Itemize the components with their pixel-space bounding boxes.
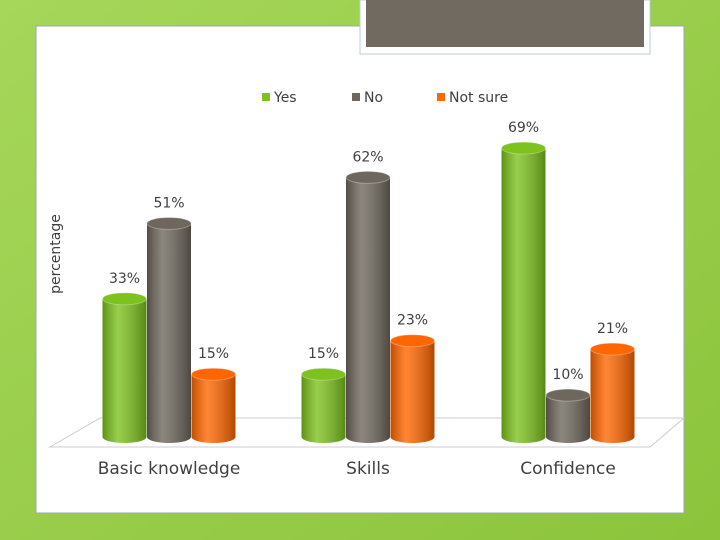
bar-shade [346,177,390,443]
bar-top [301,367,346,381]
title-box [366,0,644,47]
plot: Yes No Not sure Basic knowledge Skills Confid… [98,90,635,479]
legend-label: Yes [273,90,297,106]
legend-label: Not sure [449,90,508,106]
bar-shade [501,148,546,443]
bar-shade [147,223,191,443]
bar-shade [590,349,635,443]
value-label: 15% [308,346,339,362]
legend-swatch [352,93,360,101]
y-axis-label: percentage [48,214,64,294]
value-label: 15% [198,346,229,362]
legend-swatch [262,93,270,101]
bar-shade [301,374,346,443]
value-label: 33% [109,271,140,287]
x-tick-label: Basic knowledge [98,459,241,479]
value-label: 51% [153,195,184,211]
x-tick-label: Confidence [520,459,616,479]
bar-top [102,292,147,306]
bar-top [545,388,591,402]
bar-top [501,141,546,155]
value-label: 21% [597,321,628,337]
value-label: 69% [508,120,539,136]
bar-shade [390,340,435,443]
x-tick-label: Skills [346,459,390,479]
value-label: 10% [552,367,583,383]
bar-top [345,170,391,184]
bar-top [146,216,192,230]
bar-top [191,367,236,381]
value-label: 23% [397,313,428,329]
value-label: 62% [352,149,383,165]
bar-shade [191,374,236,443]
legend-swatch [437,93,445,101]
bar-shade [102,298,147,443]
bar-top [390,334,435,348]
bar-shade [546,395,590,443]
bar-top [590,342,635,356]
legend-label: No [364,90,383,106]
